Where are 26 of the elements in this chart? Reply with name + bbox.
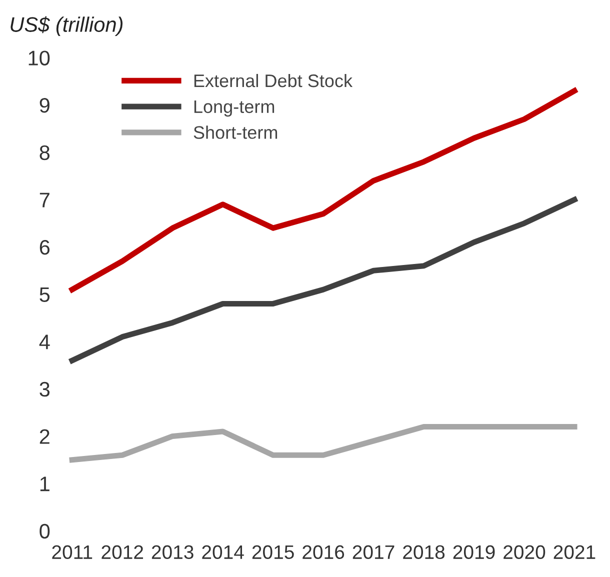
y-tick-label: 7 xyxy=(40,192,50,208)
x-tick-label: 2020 xyxy=(504,545,546,560)
x-tick-label: 2017 xyxy=(352,545,394,560)
x-tick-label: 2016 xyxy=(302,545,344,560)
legend-label: Short-term xyxy=(194,126,278,139)
y-tick-label: 8 xyxy=(40,145,50,160)
y-tick-label: 10 xyxy=(28,50,50,66)
x-tick-label: 2021 xyxy=(554,545,596,560)
y-tick-label: 3 xyxy=(40,382,50,397)
x-tick-label: 2018 xyxy=(403,545,445,560)
y-tick-label: 2 xyxy=(40,429,50,444)
y-tick-label: 0 xyxy=(40,524,50,539)
x-tick-label: 2011 xyxy=(52,545,92,560)
legend-label: External Debt Stock xyxy=(194,74,353,88)
x-tick-label: 2014 xyxy=(202,545,244,560)
y-tick-label: 4 xyxy=(39,334,50,350)
y-axis-title: US$ (trillion) xyxy=(10,16,123,36)
y-tick-label: 9 xyxy=(40,98,50,113)
y-tick-label: 5 xyxy=(40,287,50,302)
y-tick-label: 6 xyxy=(40,240,50,255)
x-tick-label: 2015 xyxy=(252,545,294,560)
x-tick-label: 2013 xyxy=(152,545,194,560)
x-tick-label: 2012 xyxy=(102,545,144,560)
y-tick-label: 1 xyxy=(40,476,50,492)
x-tick-label: 2019 xyxy=(453,545,495,560)
legend-label: Long-term xyxy=(194,100,274,117)
